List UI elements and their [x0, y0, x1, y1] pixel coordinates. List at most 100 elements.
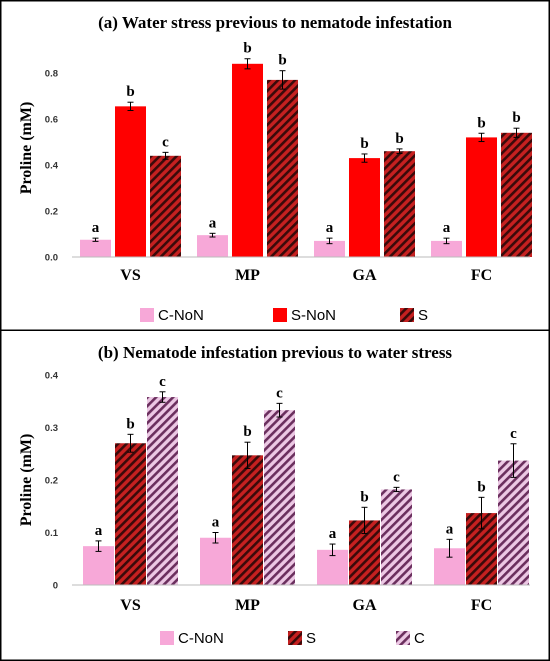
chart-a-y-ticks: 0.0 0.2 0.4 0.6 0.8	[45, 69, 59, 264]
significance-label: b	[360, 489, 368, 505]
legend-swatch	[273, 308, 287, 322]
significance-label: b	[477, 115, 485, 131]
chart-a-significance-labels: a b c a b b a b b a b b	[92, 41, 521, 236]
error-bar	[209, 232, 216, 238]
chart-a-y-axis-label: Proline (mM)	[18, 102, 35, 195]
significance-label: b	[126, 84, 134, 100]
chart-a: (a) Water stress previous to nematode in…	[18, 13, 532, 324]
chart-b: (b) Nematode infestation previous to wat…	[18, 343, 530, 647]
x-tick-label: MP	[235, 267, 260, 284]
error-bar	[159, 391, 166, 403]
significance-label: c	[510, 426, 517, 442]
legend-label: S	[418, 307, 428, 324]
legend-item-s: S	[400, 307, 428, 324]
error-bar	[276, 402, 283, 418]
y-tick-label: 0.2	[45, 207, 58, 218]
x-tick-label: FC	[471, 267, 492, 284]
error-bar	[127, 101, 134, 111]
chart-b-legend: C-NoN S C	[160, 630, 425, 647]
significance-label: a	[329, 526, 337, 542]
error-bar	[244, 58, 251, 70]
significance-label: b	[512, 110, 520, 126]
error-bar	[329, 543, 336, 557]
chart-b-y-ticks: 0 0.1 0.2 0.3 0.4	[45, 371, 59, 592]
legend-swatch	[396, 631, 410, 645]
bar-ga-c-non	[314, 240, 345, 257]
error-bar	[212, 532, 219, 544]
legend-label: C	[414, 630, 425, 647]
bar-ga-s-non	[349, 158, 380, 257]
bar-mp-c-non	[197, 235, 228, 257]
legend-label: S-NoN	[291, 307, 336, 324]
y-tick-label: 0	[53, 581, 58, 592]
chart-b-significance-labels: a b c a b c a b c a b c	[95, 374, 517, 542]
chart-a-legend: C-NoN S-NoN S	[140, 307, 428, 324]
bar-mp-s-non	[232, 63, 263, 257]
y-tick-label: 0.1	[45, 528, 59, 539]
bar-mp-s	[232, 455, 263, 585]
significance-label: a	[212, 515, 220, 531]
significance-label: b	[126, 416, 134, 432]
x-tick-label: MP	[235, 597, 260, 614]
chart-a-error-bars	[92, 58, 520, 245]
legend-item-c: C	[396, 630, 425, 647]
bar-vs-c-non	[83, 546, 114, 585]
legend-item-c-non: C-NoN	[140, 307, 204, 324]
significance-label: a	[209, 215, 217, 231]
legend-swatch	[400, 308, 414, 322]
bar-fc-s	[501, 132, 532, 257]
legend-swatch	[160, 631, 174, 645]
bar-vs-s	[115, 443, 146, 585]
y-tick-label: 0.8	[45, 69, 58, 80]
significance-label: b	[395, 131, 403, 147]
chart-b-y-axis-label: Proline (mM)	[18, 434, 35, 527]
bar-vs-s	[150, 155, 181, 257]
y-tick-label: 0.4	[45, 161, 59, 172]
chart-b-title: (b) Nematode infestation previous to wat…	[98, 343, 453, 362]
legend-item-s: S	[288, 630, 316, 647]
error-bar	[513, 127, 520, 138]
error-bar	[279, 70, 286, 90]
y-tick-label: 0.6	[45, 115, 58, 126]
x-tick-label: VS	[120, 267, 141, 284]
significance-label: c	[393, 469, 400, 485]
error-bar	[478, 132, 485, 143]
error-bar	[393, 486, 400, 493]
error-bar	[361, 153, 368, 163]
y-tick-label: 0.2	[45, 476, 58, 487]
bar-mp-c	[264, 410, 295, 585]
significance-label: b	[243, 41, 251, 57]
legend-label: C-NoN	[158, 307, 204, 324]
significance-label: a	[95, 523, 103, 539]
x-tick-label: GA	[353, 597, 377, 614]
legend-swatch	[288, 631, 302, 645]
significance-label: a	[326, 220, 334, 236]
bar-mp-s	[267, 79, 298, 258]
chart-b-x-ticks: VS MP GA FC	[120, 597, 492, 614]
y-tick-label: 0.4	[45, 371, 59, 382]
bar-fc-c-non	[431, 240, 462, 257]
significance-label: a	[443, 220, 451, 236]
error-bar	[510, 443, 517, 478]
significance-label: a	[92, 220, 100, 236]
x-tick-label: VS	[120, 597, 141, 614]
bar-vs-s-non	[115, 106, 146, 257]
significance-label: b	[243, 424, 251, 440]
error-bar	[127, 433, 134, 453]
bar-mp-c-non	[200, 537, 231, 585]
legend-label: C-NoN	[178, 630, 224, 647]
bar-vs-c	[147, 397, 178, 585]
error-bar	[92, 237, 99, 242]
y-tick-label: 0.0	[45, 253, 58, 264]
legend-swatch	[140, 308, 154, 322]
significance-label: a	[446, 521, 454, 537]
bar-fc-s-non	[466, 137, 497, 257]
significance-label: b	[360, 136, 368, 152]
chart-b-error-bars	[95, 391, 517, 558]
error-bar	[443, 237, 450, 245]
error-bar	[478, 496, 485, 530]
error-bar	[244, 441, 251, 469]
y-tick-label: 0.3	[45, 423, 58, 434]
error-bar	[396, 148, 403, 154]
